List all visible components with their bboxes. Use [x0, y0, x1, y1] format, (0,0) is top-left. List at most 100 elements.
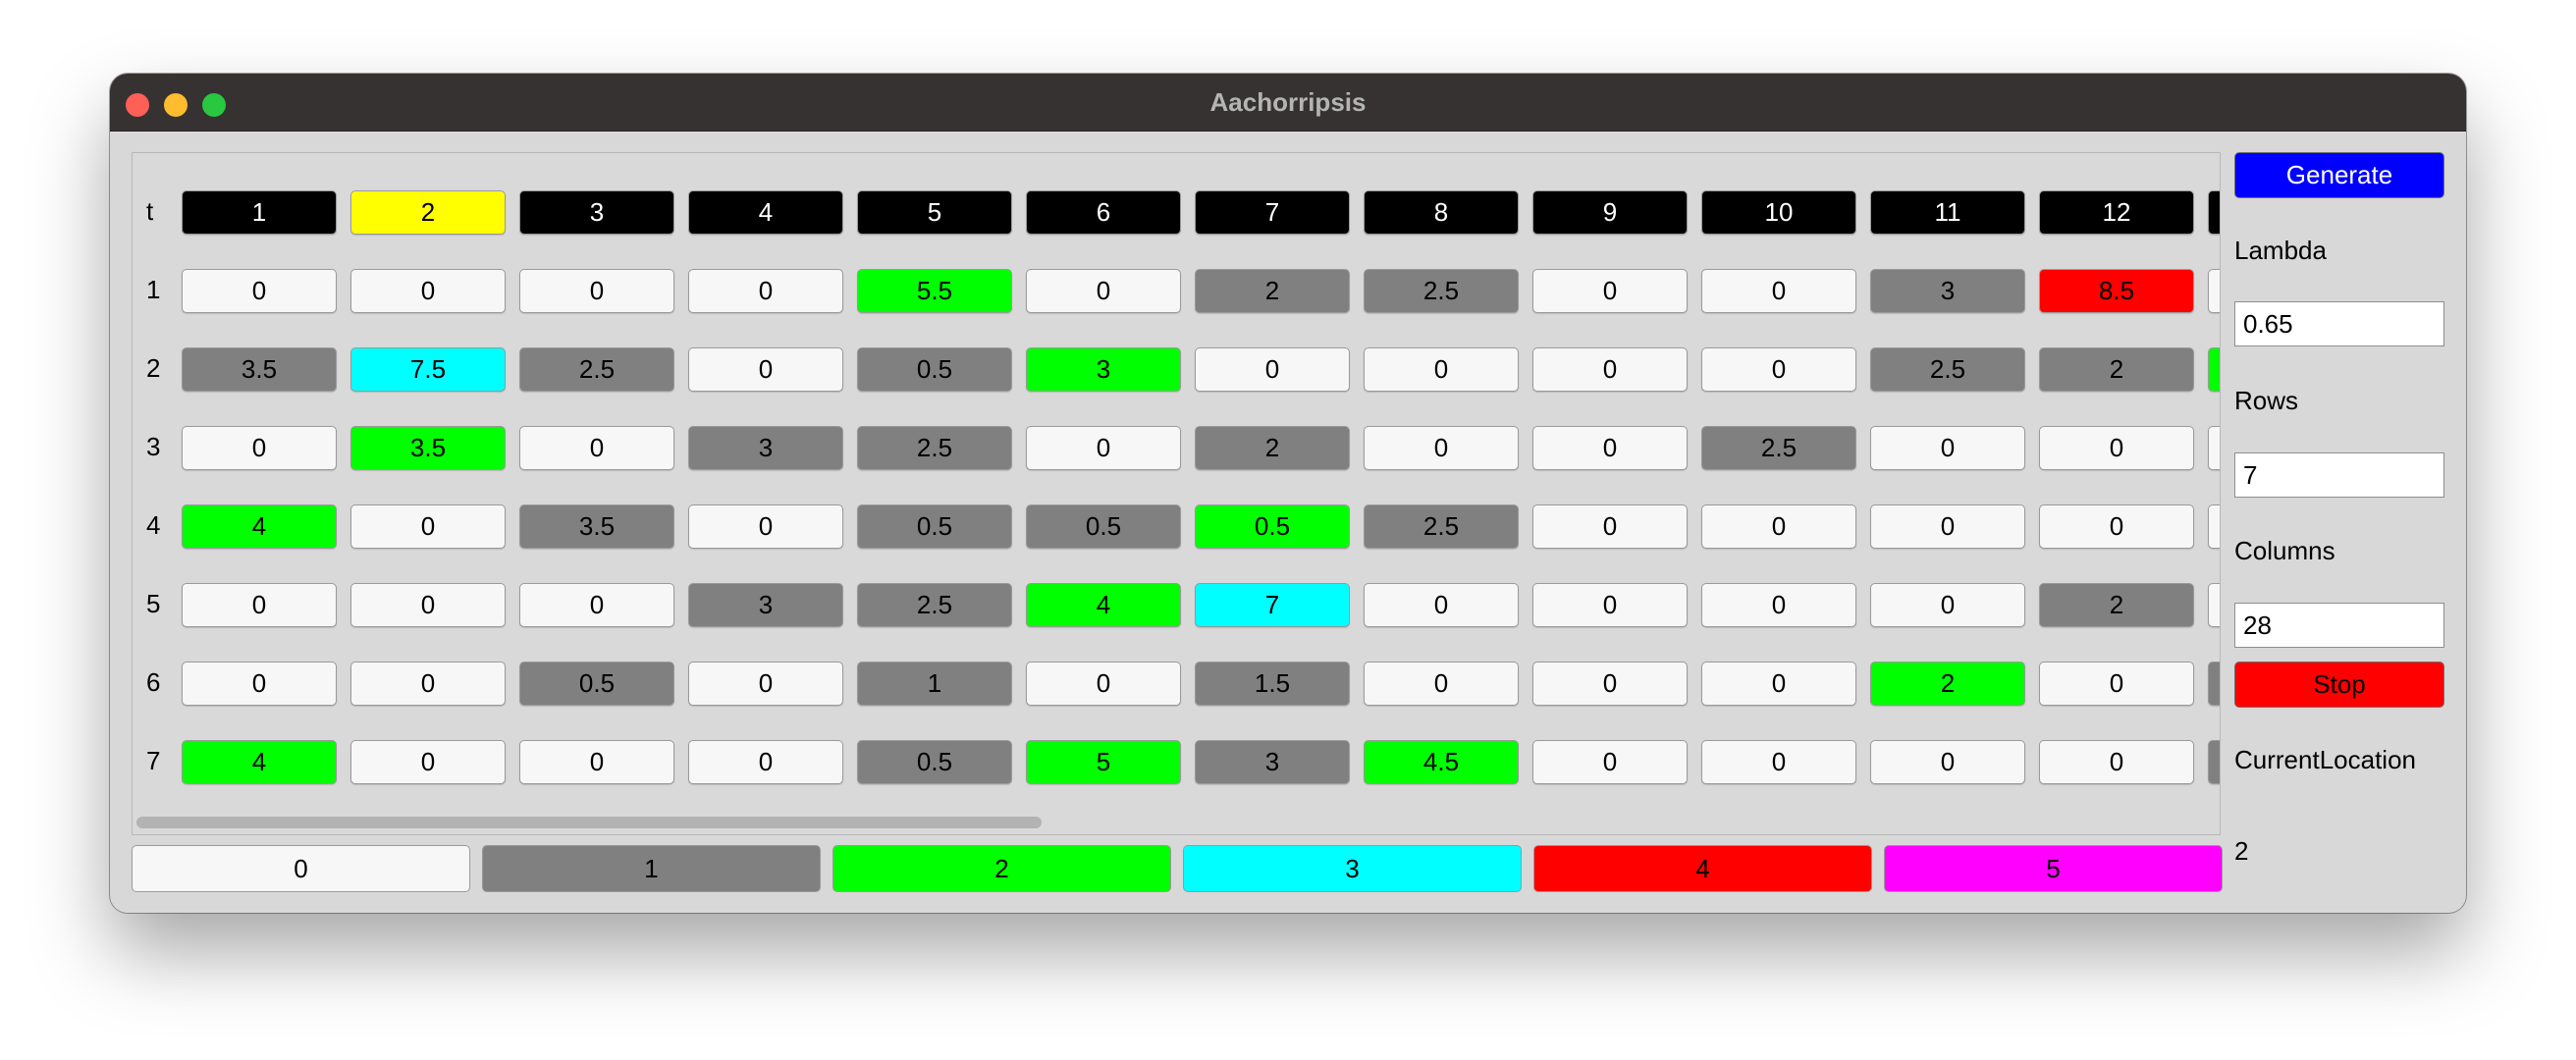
column-header-7[interactable]: 7: [1195, 190, 1350, 235]
matrix-cell[interactable]: 0: [1701, 583, 1856, 627]
matrix-cell[interactable]: 2: [2039, 583, 2194, 627]
column-header-2[interactable]: 2: [350, 190, 506, 235]
matrix-cell[interactable]: 0: [1870, 740, 2025, 784]
close-window-button[interactable]: [126, 93, 149, 117]
matrix-cell[interactable]: 2.5: [1364, 504, 1519, 549]
matrix-cell[interactable]: 0: [182, 583, 337, 627]
matrix-cell[interactable]: 3.5: [182, 347, 337, 392]
matrix-cell[interactable]: 2: [2039, 347, 2194, 392]
matrix-cell[interactable]: [2208, 504, 2220, 549]
zoom-window-button[interactable]: [202, 93, 226, 117]
matrix-cell[interactable]: 3.5: [519, 504, 674, 549]
matrix-cell[interactable]: 0: [1026, 426, 1181, 470]
matrix-cell[interactable]: 0: [688, 740, 843, 784]
matrix-cell[interactable]: 0.5: [857, 740, 1012, 784]
matrix-cell[interactable]: 7: [1195, 583, 1350, 627]
matrix-cell[interactable]: 0: [1026, 662, 1181, 706]
matrix-cell[interactable]: 2.5: [1364, 269, 1519, 313]
matrix-cell[interactable]: 0: [1364, 662, 1519, 706]
matrix-cell[interactable]: 4: [182, 740, 337, 784]
column-header-partial[interactable]: [2208, 190, 2220, 235]
matrix-cell[interactable]: 0: [350, 740, 506, 784]
matrix-cell[interactable]: 0: [182, 426, 337, 470]
matrix-cell[interactable]: 0: [1364, 347, 1519, 392]
matrix-cell[interactable]: 1.5: [1195, 662, 1350, 706]
matrix-cell[interactable]: 0.5: [1026, 504, 1181, 549]
matrix-cell[interactable]: 0: [519, 740, 674, 784]
matrix-cell[interactable]: 0: [350, 662, 506, 706]
columns-input[interactable]: [2234, 603, 2444, 648]
matrix-cell[interactable]: 0.5: [857, 347, 1012, 392]
matrix-cell[interactable]: 0: [350, 504, 506, 549]
column-header-11[interactable]: 11: [1870, 190, 2025, 235]
matrix-cell[interactable]: 0.5: [857, 504, 1012, 549]
matrix-cell[interactable]: 0: [1532, 426, 1688, 470]
matrix-cell[interactable]: 0: [1532, 504, 1688, 549]
matrix-cell[interactable]: 0: [2039, 504, 2194, 549]
matrix-cell[interactable]: 0: [1870, 426, 2025, 470]
column-header-1[interactable]: 1: [182, 190, 337, 235]
minimize-window-button[interactable]: [164, 93, 188, 117]
matrix-cell[interactable]: 0: [1532, 583, 1688, 627]
matrix-cell[interactable]: 3: [688, 583, 843, 627]
matrix-cell[interactable]: [2208, 662, 2220, 706]
matrix-cell[interactable]: 1: [857, 662, 1012, 706]
column-header-4[interactable]: 4: [688, 190, 843, 235]
matrix-cell[interactable]: 0: [2039, 662, 2194, 706]
matrix-cell[interactable]: 0: [1701, 662, 1856, 706]
matrix-cell[interactable]: 0: [1026, 269, 1181, 313]
stop-button[interactable]: Stop: [2234, 662, 2444, 708]
matrix-cell[interactable]: 0: [1532, 347, 1688, 392]
matrix-cell[interactable]: 0: [350, 583, 506, 627]
matrix-cell[interactable]: 2: [1870, 662, 2025, 706]
matrix-cell[interactable]: 0: [1701, 740, 1856, 784]
matrix-cell[interactable]: 0: [1870, 504, 2025, 549]
matrix-cell[interactable]: 0: [1870, 583, 2025, 627]
matrix-cell[interactable]: 0: [519, 583, 674, 627]
matrix-cell[interactable]: 0.5: [519, 662, 674, 706]
horizontal-scrollbar[interactable]: [136, 817, 2216, 828]
matrix-cell[interactable]: 3: [1026, 347, 1181, 392]
matrix-cell[interactable]: [2208, 740, 2220, 784]
legend-state-4[interactable]: 4: [1533, 845, 1872, 892]
matrix-cell[interactable]: 0.5: [1195, 504, 1350, 549]
matrix-cell[interactable]: 3: [1870, 269, 2025, 313]
matrix-cell[interactable]: 3: [688, 426, 843, 470]
matrix-cell[interactable]: 0: [1532, 740, 1688, 784]
matrix-cell[interactable]: 0: [350, 269, 506, 313]
matrix-cell[interactable]: 0: [182, 662, 337, 706]
matrix-cell[interactable]: 0: [1195, 347, 1350, 392]
matrix-cell[interactable]: 7.5: [350, 347, 506, 392]
matrix-cell[interactable]: 0: [2039, 426, 2194, 470]
matrix-cell[interactable]: 5.5: [857, 269, 1012, 313]
rows-input[interactable]: [2234, 452, 2444, 498]
column-header-3[interactable]: 3: [519, 190, 674, 235]
column-header-8[interactable]: 8: [1364, 190, 1519, 235]
matrix-cell[interactable]: 0: [1701, 504, 1856, 549]
matrix-cell[interactable]: 0: [688, 269, 843, 313]
legend-state-5[interactable]: 5: [1884, 845, 2223, 892]
matrix-cell[interactable]: 5: [1026, 740, 1181, 784]
matrix-cell[interactable]: 0: [688, 504, 843, 549]
column-header-6[interactable]: 6: [1026, 190, 1181, 235]
column-header-9[interactable]: 9: [1532, 190, 1688, 235]
matrix-cell[interactable]: 8.5: [2039, 269, 2194, 313]
column-header-10[interactable]: 10: [1701, 190, 1856, 235]
matrix-cell[interactable]: 4: [1026, 583, 1181, 627]
matrix-scroll-area[interactable]: t 1 2 3 4 5 6 7 8 9 10 11 12 1 0 0 0 0 5.5 0 2 2.5 0 0 3 8.5 2 3.5…: [132, 152, 2221, 835]
matrix-cell[interactable]: 2.5: [857, 426, 1012, 470]
legend-state-0[interactable]: 0: [132, 845, 470, 892]
matrix-cell[interactable]: 2.5: [857, 583, 1012, 627]
matrix-cell[interactable]: 2.5: [1870, 347, 2025, 392]
matrix-cell[interactable]: 2: [1195, 269, 1350, 313]
matrix-cell[interactable]: 0: [1364, 583, 1519, 627]
matrix-cell[interactable]: 0: [688, 347, 843, 392]
matrix-cell[interactable]: 4.5: [1364, 740, 1519, 784]
lambda-input[interactable]: [2234, 301, 2444, 346]
matrix-cell[interactable]: 3.5: [350, 426, 506, 470]
legend-state-3[interactable]: 3: [1183, 845, 1522, 892]
column-header-12[interactable]: 12: [2039, 190, 2194, 235]
matrix-cell[interactable]: 0: [2039, 740, 2194, 784]
matrix-cell[interactable]: 4: [182, 504, 337, 549]
matrix-cell[interactable]: 0: [1532, 269, 1688, 313]
